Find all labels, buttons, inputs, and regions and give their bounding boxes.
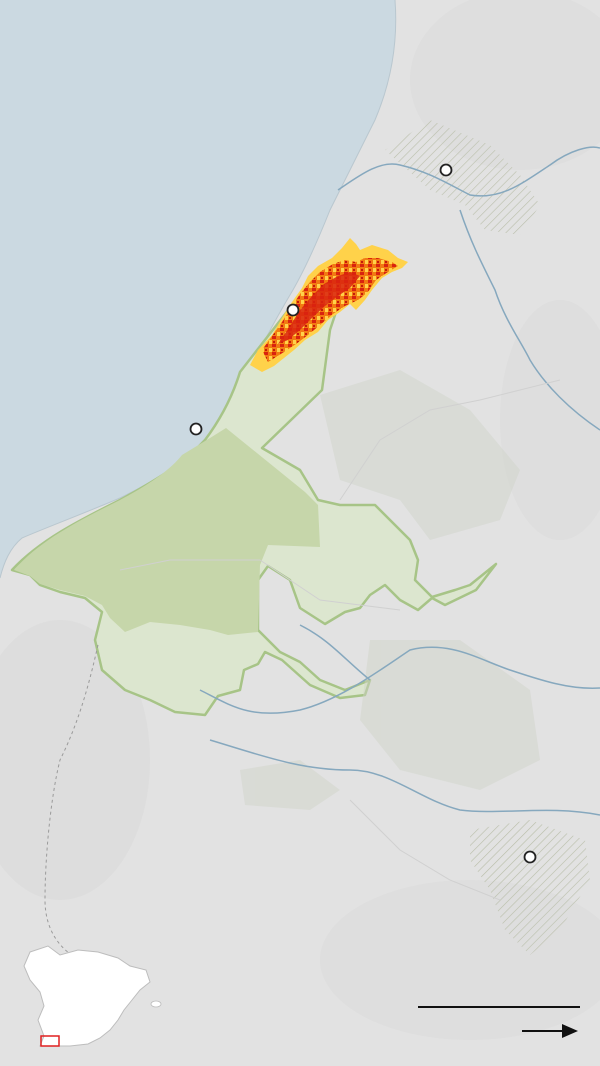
town-marker[interactable] [523, 850, 537, 864]
hatched-zone-south [470, 820, 590, 955]
roads [119, 379, 561, 901]
agricultural-zones [240, 370, 540, 810]
locator-map [23, 945, 162, 1047]
locator-highlight-box [40, 1035, 60, 1047]
town-marker[interactable] [189, 422, 203, 436]
rivers [199, 146, 600, 816]
town-marker[interactable] [286, 303, 300, 317]
burned-area [250, 238, 408, 372]
national-park-core [14, 428, 320, 635]
terrain-relief [0, 0, 600, 1040]
sea-area [0, 0, 396, 578]
spain-outline [23, 945, 151, 1047]
town-marker[interactable] [439, 163, 453, 177]
balearic-islands [150, 1000, 162, 1008]
direction-arrow-icon [522, 1024, 578, 1038]
hatched-zone-north [385, 120, 540, 235]
